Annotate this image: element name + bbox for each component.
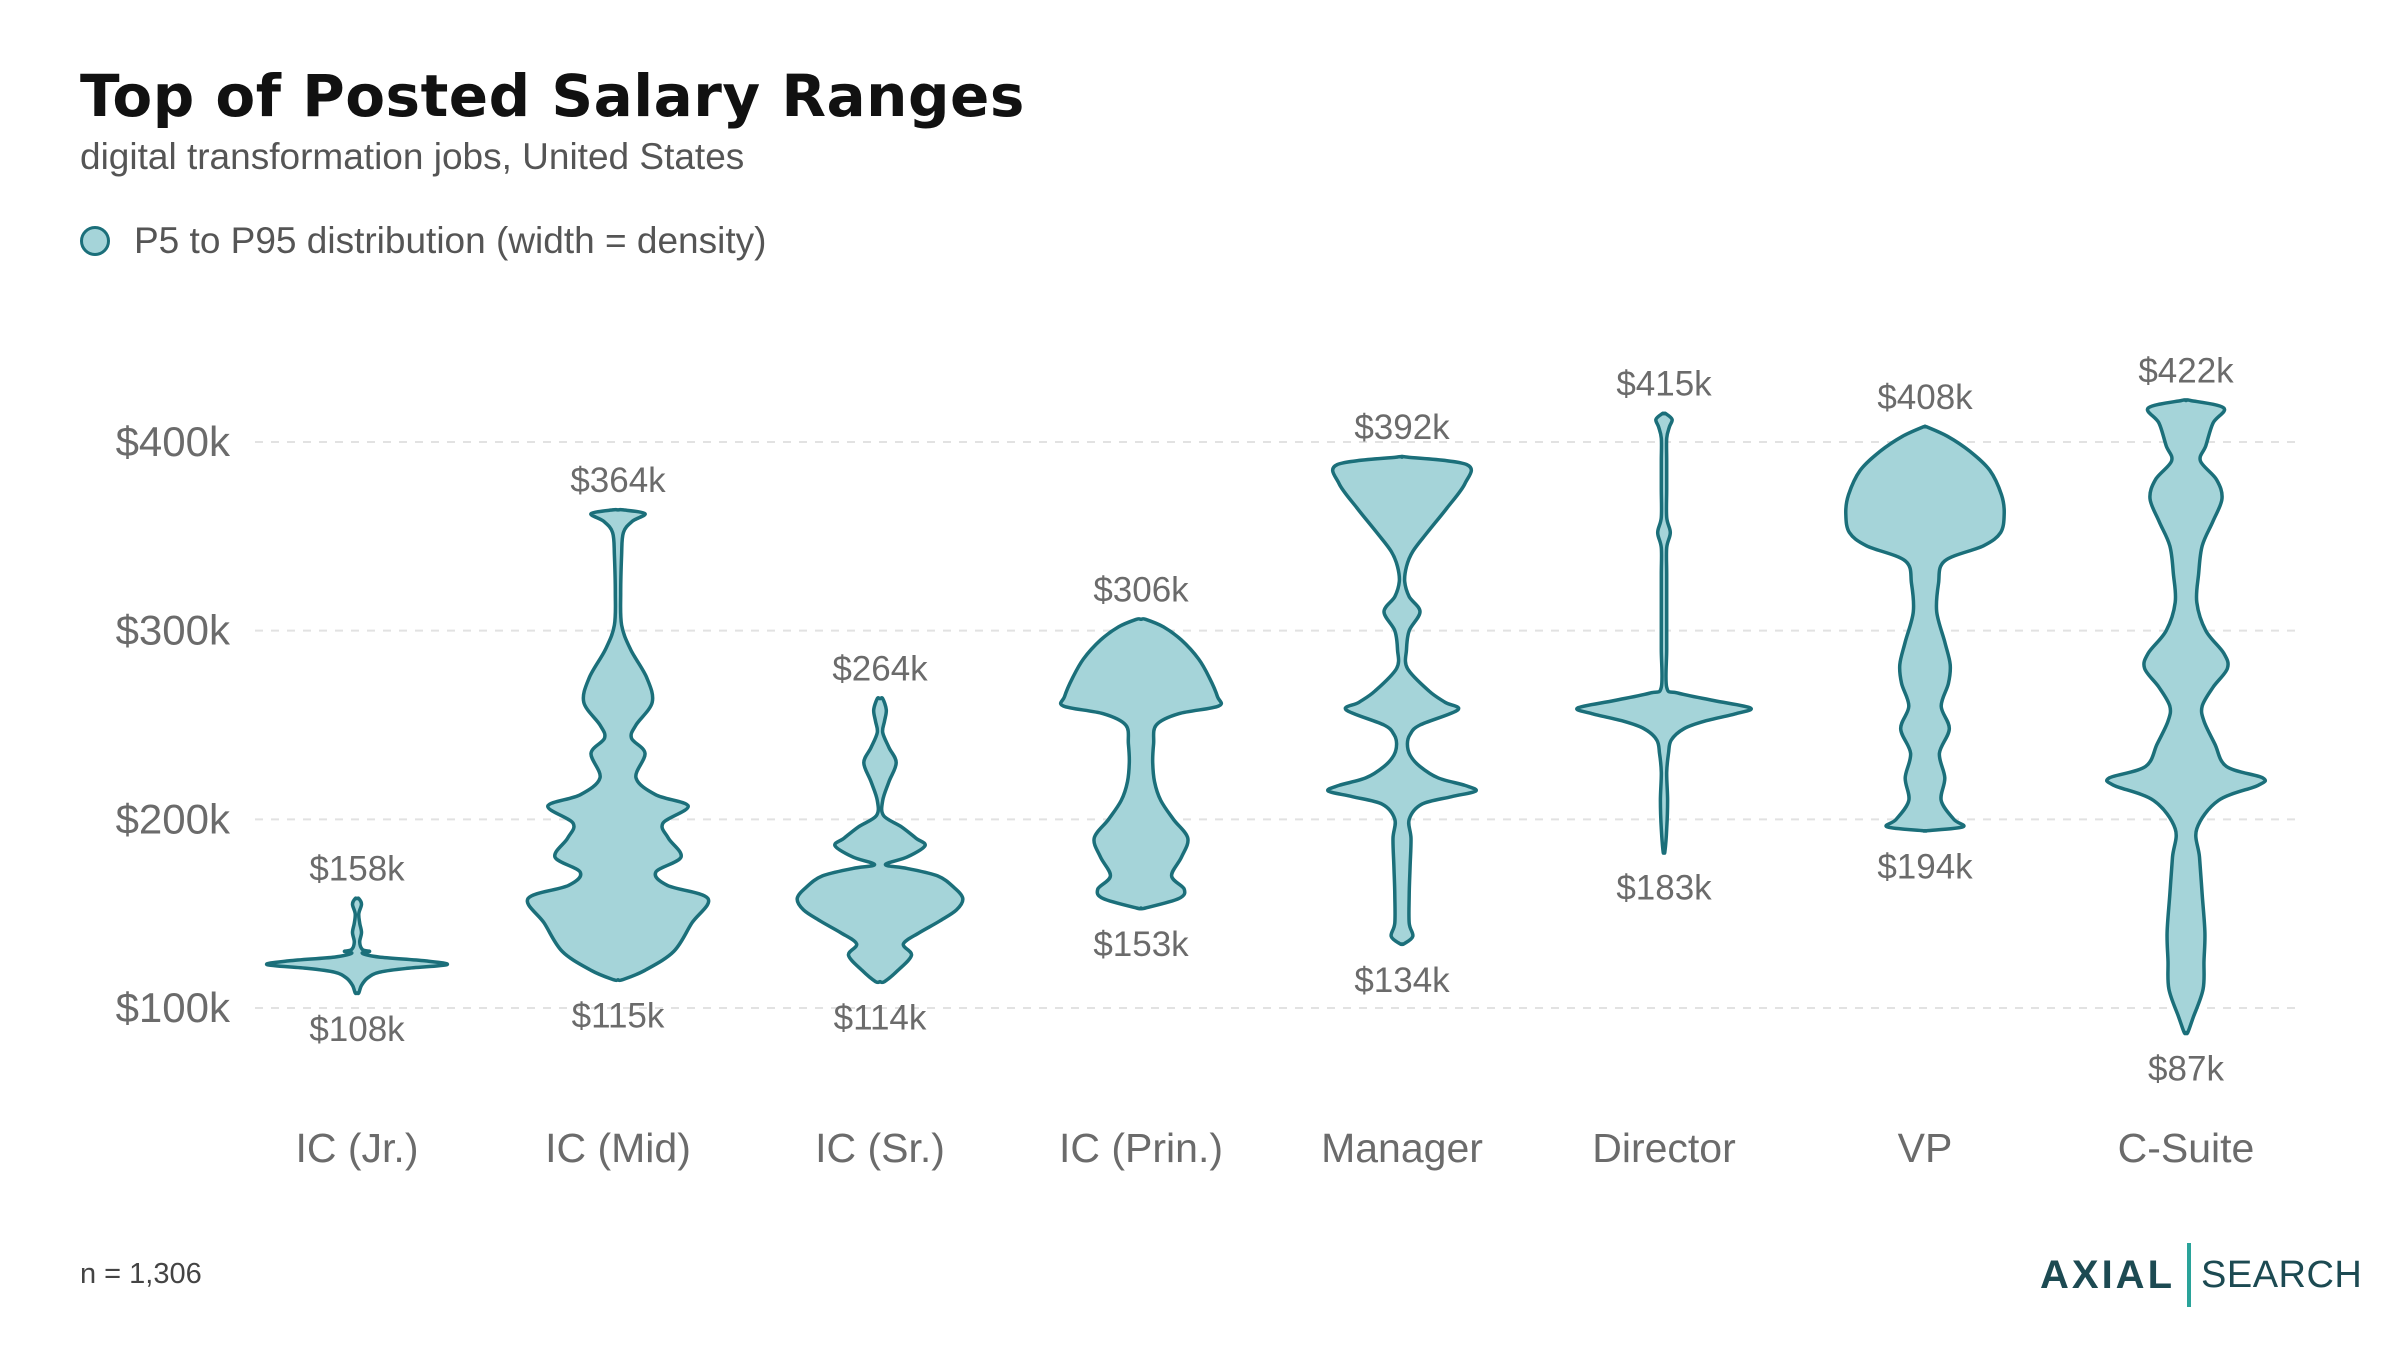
violin-group: $422k $87k C-Suite <box>2104 351 2268 1171</box>
max-label: $422k <box>2138 351 2234 390</box>
y-tick-label: $400k <box>116 418 231 465</box>
violin-group: $364k $115k IC (Mid) <box>525 461 711 1171</box>
x-tick-label: IC (Sr.) <box>815 1125 945 1171</box>
min-label: $87k <box>2148 1050 2224 1089</box>
violin-group: $392k $134k Manager <box>1321 408 1483 1171</box>
y-tick-label: $200k <box>116 795 231 842</box>
violin-group: $158k $108k IC (Jr.) <box>264 850 450 1171</box>
violin <box>1575 411 1753 855</box>
x-tick-label: Director <box>1592 1125 1736 1171</box>
gridlines: $100k $200k $300k $400k <box>116 418 2300 1031</box>
min-label: $183k <box>1616 868 1712 907</box>
sample-size-note: n = 1,306 <box>80 1258 202 1290</box>
violin <box>525 507 711 983</box>
min-label: $153k <box>1093 925 1189 964</box>
violin-group: $306k $153k IC (Prin.) <box>1058 570 1224 1171</box>
min-label: $114k <box>834 999 927 1038</box>
x-tick-label: VP <box>1898 1125 1953 1171</box>
max-label: $158k <box>309 850 405 889</box>
max-label: $392k <box>1354 408 1450 447</box>
violin <box>1326 454 1478 947</box>
legend-swatch <box>80 226 110 256</box>
violin-group: $408k $194k VP <box>1844 378 2006 1171</box>
violin-group: $415k $183k Director <box>1575 365 1753 1171</box>
x-tick-label: IC (Jr.) <box>296 1125 419 1171</box>
max-label: $408k <box>1877 378 1973 417</box>
legend: P5 to P95 distribution (width = density) <box>80 220 766 262</box>
violin <box>795 696 965 985</box>
min-label: $134k <box>1354 961 1450 1000</box>
violin <box>2104 398 2268 1036</box>
chart-subtitle: digital transformation jobs, United Stat… <box>80 136 745 177</box>
min-label: $115k <box>572 997 665 1036</box>
violin <box>1844 424 2006 833</box>
x-tick-label: IC (Mid) <box>545 1125 691 1171</box>
logo-divider <box>2187 1243 2191 1307</box>
max-label: $264k <box>832 650 928 689</box>
axial-search-logo: AXIAL SEARCH <box>2040 1240 2362 1310</box>
max-label: $415k <box>1616 365 1712 404</box>
violin-group: $264k $114k IC (Sr.) <box>795 650 965 1171</box>
x-tick-label: C-Suite <box>2118 1125 2255 1171</box>
chart-title: Top of Posted Salary Ranges <box>80 62 1025 130</box>
logo-axial-text: AXIAL <box>2040 1252 2175 1297</box>
y-tick-label: $100k <box>116 984 231 1031</box>
logo-search-text: SEARCH <box>2201 1253 2363 1296</box>
min-label: $194k <box>1877 848 1973 887</box>
violin <box>1058 617 1224 911</box>
max-label: $364k <box>570 461 666 500</box>
x-tick-label: IC (Prin.) <box>1059 1125 1223 1171</box>
legend-label: P5 to P95 distribution (width = density) <box>134 220 767 261</box>
max-label: $306k <box>1093 570 1189 609</box>
violin <box>264 896 450 996</box>
x-tick-label: Manager <box>1321 1125 1483 1171</box>
y-tick-label: $300k <box>116 607 231 654</box>
min-label: $108k <box>309 1010 405 1049</box>
